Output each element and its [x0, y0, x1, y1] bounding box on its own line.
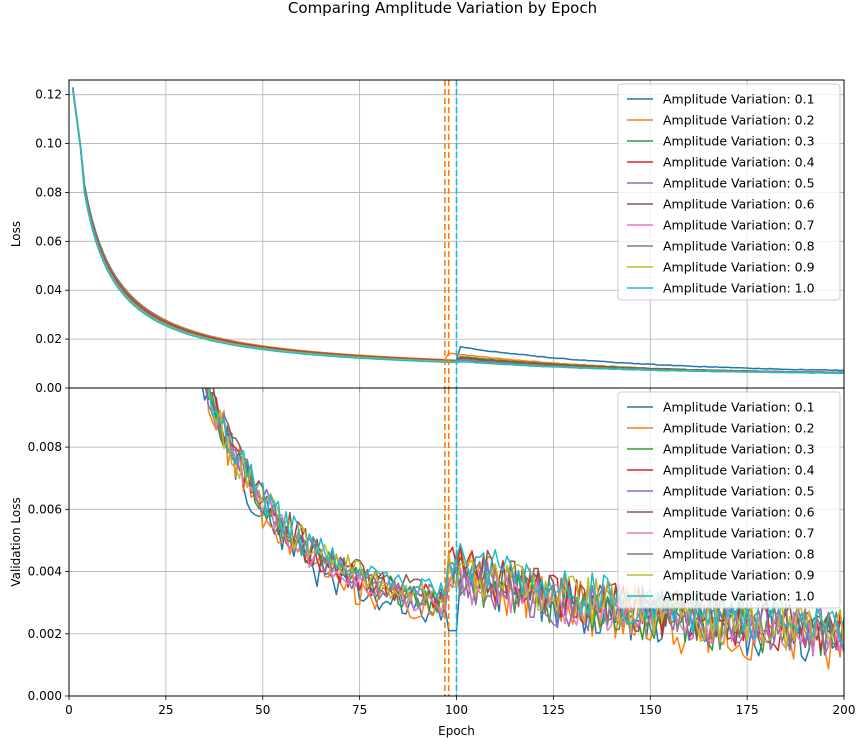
ytick-label-val_loss-0: 0.000: [28, 689, 62, 703]
legend-label-loss-1: Amplitude Variation: 0.2: [663, 113, 815, 128]
legend-label-val_loss-7: Amplitude Variation: 0.8: [663, 547, 815, 562]
legend-label-loss-7: Amplitude Variation: 0.8: [663, 239, 815, 254]
xlabel-val_loss: Epoch: [438, 724, 475, 738]
series-line-loss-5: [72, 89, 844, 374]
ytick-label-val_loss-3: 0.006: [28, 502, 62, 516]
legend-label-val_loss-5: Amplitude Variation: 0.6: [663, 505, 815, 520]
series-group-loss: [72, 87, 844, 375]
figure-title: Comparing Amplitude Variation by Epoch: [287, 0, 598, 17]
series-line-loss-9: [72, 89, 844, 375]
ytick-label-loss-3: 0.06: [35, 234, 62, 248]
ytick-label-loss-5: 0.10: [35, 137, 62, 151]
legend-label-loss-4: Amplitude Variation: 0.5: [663, 176, 815, 191]
xtick-label-val_loss-0: 0: [65, 703, 73, 717]
legend-label-val_loss-6: Amplitude Variation: 0.7: [663, 526, 815, 541]
series-line-val_loss-9: [208, 388, 844, 647]
xtick-label-val_loss-6: 150: [639, 703, 662, 717]
legend-label-val_loss-9: Amplitude Variation: 1.0: [663, 589, 815, 604]
legend-box-val_loss: [617, 391, 841, 609]
ytick-label-loss-1: 0.02: [35, 332, 62, 346]
xtick-label-val_loss-7: 175: [736, 703, 759, 717]
xtick-label-val_loss-2: 50: [255, 703, 270, 717]
ytick-label-val_loss-2: 0.004: [28, 565, 62, 579]
ytick-label-loss-2: 0.04: [35, 283, 62, 297]
legend-val_loss: Amplitude Variation: 0.1 Amplitude Variat…: [617, 391, 841, 609]
legend-label-val_loss-4: Amplitude Variation: 0.5: [663, 484, 815, 499]
legend-label-val_loss-1: Amplitude Variation: 0.2: [663, 421, 815, 436]
ylabel-loss: Loss: [9, 221, 23, 247]
legend-label-loss-0: Amplitude Variation: 0.1: [663, 92, 815, 107]
legend-label-val_loss-0: Amplitude Variation: 0.1: [663, 400, 815, 415]
panel-val_loss: 0.000 0.002 0.004 0.006 0.008 0 25 50 75 100 125 15…: [9, 387, 856, 738]
legend-label-val_loss-2: Amplitude Variation: 0.3: [663, 442, 815, 457]
legend-label-loss-9: Amplitude Variation: 1.0: [663, 281, 815, 296]
legend-label-val_loss-3: Amplitude Variation: 0.4: [663, 463, 815, 478]
ytick-label-loss-0: 0.00: [35, 381, 62, 395]
xtick-label-val_loss-3: 75: [352, 703, 367, 717]
series-group-val_loss: [201, 388, 844, 670]
ytick-label-loss-4: 0.08: [35, 185, 62, 199]
xtick-label-val_loss-1: 25: [158, 703, 173, 717]
legend-label-val_loss-8: Amplitude Variation: 0.9: [663, 568, 815, 583]
ytick-label-val_loss-4: 0.008: [28, 440, 62, 454]
legend-label-loss-8: Amplitude Variation: 0.9: [663, 260, 815, 275]
ytick-label-val_loss-1: 0.002: [28, 627, 62, 641]
xtick-label-val_loss-4: 100: [445, 703, 468, 717]
ytick-label-loss-6: 0.12: [35, 88, 62, 102]
legend-label-loss-2: Amplitude Variation: 0.3: [663, 134, 815, 149]
legend-loss: Amplitude Variation: 0.1 Amplitude Variat…: [617, 83, 841, 301]
legend-label-loss-5: Amplitude Variation: 0.6: [663, 197, 815, 212]
panel-loss: 0.00 0.02 0.04 0.06 0.08 0.10 0.12 Loss Amplitud…: [9, 79, 845, 395]
series-line-val_loss-6: [208, 388, 844, 655]
xtick-label-val_loss-5: 125: [542, 703, 565, 717]
legend-box-loss: [617, 83, 841, 301]
xtick-label-val_loss-8: 200: [833, 703, 856, 717]
legend-label-loss-6: Amplitude Variation: 0.7: [663, 218, 815, 233]
legend-label-loss-3: Amplitude Variation: 0.4: [663, 155, 815, 170]
series-line-val_loss-8: [207, 388, 844, 651]
ylabel-val_loss: Validation Loss: [9, 497, 23, 586]
